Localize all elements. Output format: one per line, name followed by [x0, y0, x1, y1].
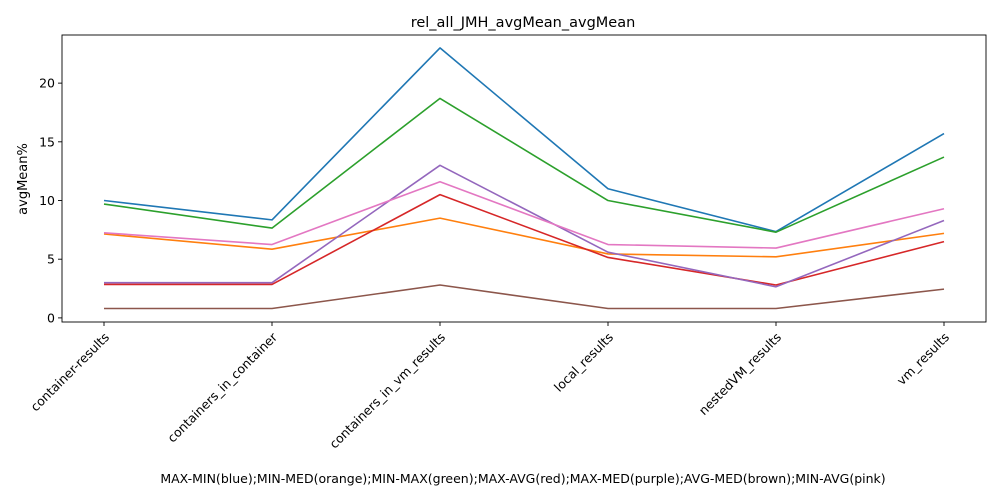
y-axis-label: avgMean%: [16, 143, 31, 215]
series-line-1: [103, 47, 945, 233]
plot-area: 0 5 10 15 20 container-results containers_in_c…: [27, 34, 987, 452]
chart-title: rel_all_JMH_avgMean_avgMean: [411, 15, 636, 31]
y-tick-label: 15: [39, 134, 55, 149]
x-tick-label: containers_in_vm_results: [326, 330, 448, 452]
series-line-7: [103, 180, 945, 249]
series-line-3: [103, 97, 945, 233]
x-tick-label: local_results: [551, 330, 616, 395]
x-tick-label: nestedVM_results: [696, 330, 784, 418]
y-tick-label: 5: [47, 252, 55, 267]
x-tick-label: containers_in_container: [164, 329, 280, 445]
series-line-6: [104, 284, 945, 310]
x-axis-label: MAX-MIN(blue);MIN-MED(orange);MIN-MAX(gr…: [160, 471, 885, 486]
y-tick-label: 0: [47, 310, 55, 325]
y-tick-label: 10: [39, 193, 55, 208]
series-line-2: [103, 217, 945, 258]
series-line-4: [104, 193, 945, 286]
x-tick-label: container-results: [27, 330, 112, 415]
plot-frame: [61, 34, 987, 323]
series-line-5: [104, 164, 945, 288]
y-tick-label: 20: [39, 76, 55, 91]
x-tick-label: vm_results: [894, 330, 952, 388]
